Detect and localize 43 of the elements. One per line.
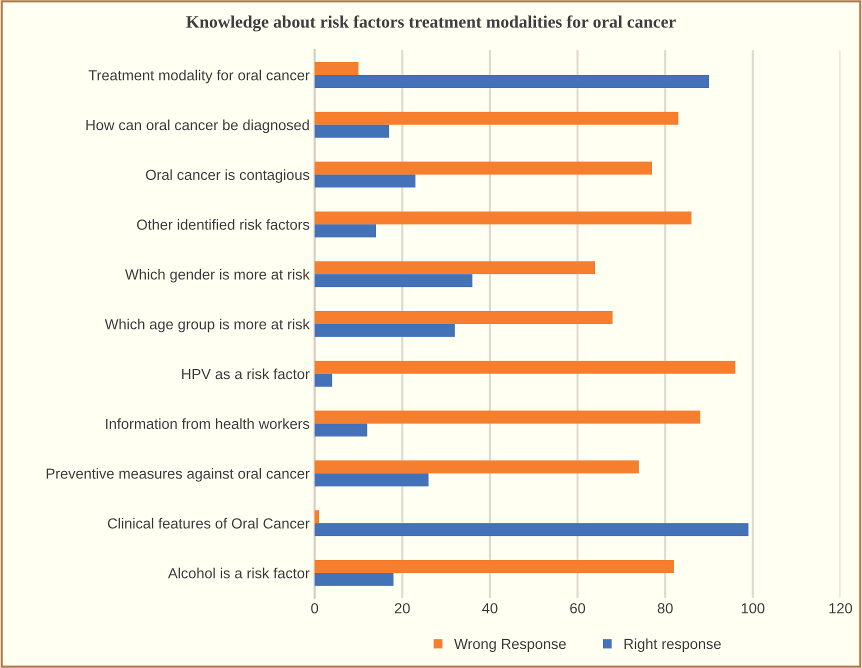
bar xyxy=(314,510,320,524)
y-tick-label: Which age group is more at risk xyxy=(104,318,310,332)
chart-title: Knowledge about risk factors treatment modalities for oral cancer xyxy=(186,15,676,32)
bar xyxy=(314,162,652,175)
bar xyxy=(314,374,332,387)
bar xyxy=(314,572,394,586)
y-tick-label: Clinical features of Oral Cancer xyxy=(108,518,310,529)
bar xyxy=(314,224,376,238)
legend-label: Wrong Response xyxy=(454,638,566,652)
bar xyxy=(314,523,748,536)
bar xyxy=(314,112,678,125)
y-tick-label: HPV as a risk factor xyxy=(182,368,310,380)
bar xyxy=(314,124,390,138)
x-tick-label: 120 xyxy=(829,603,852,614)
bar xyxy=(314,410,700,424)
bar xyxy=(314,211,692,224)
bar xyxy=(314,274,472,288)
bar xyxy=(314,75,709,88)
bar xyxy=(314,460,639,474)
bar xyxy=(314,62,358,75)
x-tick-label: 40 xyxy=(482,603,498,614)
y-tick-label: Which gender is more at risk xyxy=(125,268,310,282)
y-tick-label: How can oral cancer be diagnosed xyxy=(86,120,309,134)
y-tick-label: Other identified risk factors xyxy=(137,219,310,230)
x-tick-label: 0 xyxy=(311,603,318,614)
bar xyxy=(314,473,429,486)
legend-label: Right response xyxy=(624,638,721,652)
bar xyxy=(314,261,596,274)
y-tick-label: Treatment modality for oral cancer xyxy=(88,70,310,84)
y-tick-label: Information from health workers xyxy=(106,418,310,429)
x-tick-label: 80 xyxy=(658,603,673,614)
bar xyxy=(314,324,455,337)
y-tick-label: Preventive measures against oral cancer xyxy=(46,468,310,482)
y-tick-label: Alcohol is a risk factor xyxy=(168,568,310,578)
bar xyxy=(314,174,416,188)
bar xyxy=(314,311,613,324)
bar xyxy=(314,424,368,437)
y-tick-label: Oral cancer is contagious xyxy=(146,169,310,183)
x-tick-label: 20 xyxy=(394,603,410,614)
x-tick-label: 60 xyxy=(570,603,586,614)
x-tick-label: 100 xyxy=(742,603,764,614)
bar xyxy=(314,360,736,374)
bar xyxy=(314,560,674,573)
